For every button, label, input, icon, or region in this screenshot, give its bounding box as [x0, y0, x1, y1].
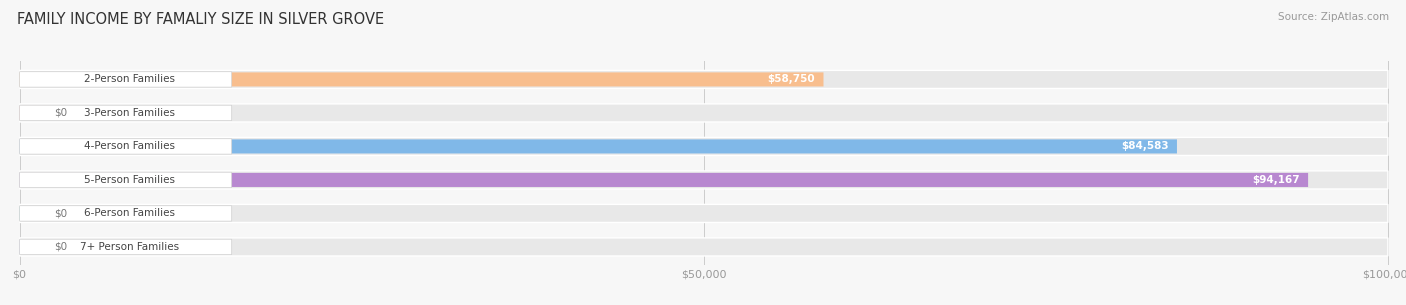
Text: 4-Person Families: 4-Person Families [84, 142, 176, 151]
FancyBboxPatch shape [20, 204, 1388, 222]
FancyBboxPatch shape [20, 72, 824, 86]
Text: 5-Person Families: 5-Person Families [84, 175, 176, 185]
FancyBboxPatch shape [20, 240, 49, 254]
Text: 3-Person Families: 3-Person Families [84, 108, 176, 118]
FancyBboxPatch shape [20, 171, 1388, 189]
Text: $0: $0 [53, 242, 67, 252]
Text: $0: $0 [53, 108, 67, 118]
Text: $94,167: $94,167 [1253, 175, 1301, 185]
FancyBboxPatch shape [20, 72, 232, 87]
FancyBboxPatch shape [20, 139, 1177, 153]
Text: 7+ Person Families: 7+ Person Families [80, 242, 180, 252]
FancyBboxPatch shape [20, 139, 232, 154]
FancyBboxPatch shape [20, 238, 1388, 256]
Text: $0: $0 [53, 208, 67, 218]
FancyBboxPatch shape [20, 239, 232, 255]
FancyBboxPatch shape [20, 206, 232, 221]
Text: 2-Person Families: 2-Person Families [84, 74, 176, 84]
FancyBboxPatch shape [20, 104, 1388, 122]
Text: FAMILY INCOME BY FAMALIY SIZE IN SILVER GROVE: FAMILY INCOME BY FAMALIY SIZE IN SILVER … [17, 12, 384, 27]
FancyBboxPatch shape [20, 137, 1388, 156]
Text: 6-Person Families: 6-Person Families [84, 208, 176, 218]
FancyBboxPatch shape [20, 172, 232, 188]
Text: Source: ZipAtlas.com: Source: ZipAtlas.com [1278, 12, 1389, 22]
FancyBboxPatch shape [20, 105, 232, 121]
FancyBboxPatch shape [20, 206, 49, 221]
Text: $84,583: $84,583 [1121, 142, 1168, 151]
FancyBboxPatch shape [20, 106, 49, 120]
FancyBboxPatch shape [20, 70, 1388, 88]
FancyBboxPatch shape [20, 173, 1308, 187]
Text: $58,750: $58,750 [768, 74, 815, 84]
